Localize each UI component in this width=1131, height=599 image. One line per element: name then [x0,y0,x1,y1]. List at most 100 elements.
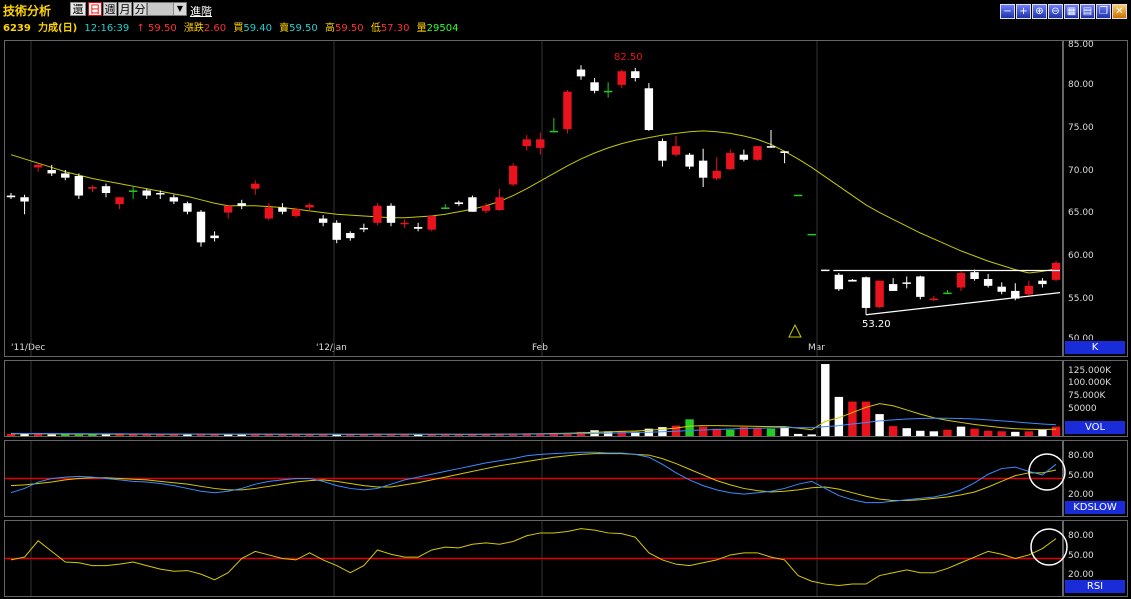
restore-icon[interactable]: ❐ [1096,4,1111,19]
chevron-down-icon[interactable]: ▼ [173,3,186,15]
kd-highlight-circle [1028,453,1066,491]
candle-body [943,292,952,295]
ask-value: 59.50 [289,23,318,34]
rsi-tick: 50.00 [1068,551,1094,561]
candle-body [698,160,708,178]
candle-body [183,203,192,212]
candle-body [970,272,979,279]
x-label-dec: '11/Dec [11,343,46,353]
volume-bar [712,428,721,436]
candle-body [590,82,599,91]
volume-bar [6,433,16,436]
candle-body [210,235,219,239]
minute-interval-select[interactable]: ▼ [147,2,187,16]
candle-body [169,197,179,202]
volume-bar [983,430,993,436]
candle-body [359,227,369,230]
candle-body [1011,290,1020,299]
high-label: 高 [324,23,335,34]
volume-bar [481,433,491,436]
candle-body [332,222,341,240]
last-price: 59.50 [148,23,177,34]
volume-bar [1038,429,1047,436]
volume-bar [970,428,979,436]
close-icon[interactable]: ✕ [1112,4,1127,19]
kd-panel-tag[interactable]: KDSLOW [1065,501,1125,514]
candle-body [685,154,694,167]
x-label-mar: Mar [808,343,825,353]
price-panel-tag[interactable]: K [1065,341,1125,354]
last-arrow-icon: ↑ [136,23,145,34]
volume-bar [454,434,464,436]
candle-body [305,204,314,208]
candle-body [386,205,396,223]
rsi-panel-tag[interactable]: RSI [1065,580,1125,593]
settings-icon[interactable]: ▤ [1080,4,1095,19]
candle-body [223,205,233,213]
volume-panel-tag[interactable]: VOL [1065,421,1125,434]
x-label-jan: '12/Jan [316,343,347,353]
period-minute-button[interactable]: 分 [133,2,147,16]
candle-body [997,286,1006,292]
price-panel[interactable] [4,40,1063,357]
volume-bar [318,434,328,436]
add-panel-icon[interactable]: + [1016,4,1031,19]
kd-k-line [10,451,1057,504]
zoom-in-icon[interactable]: ⊕ [1032,4,1047,19]
zoom-out-icon[interactable]: ⊖ [1048,4,1063,19]
candle-body [237,203,246,206]
volume-bar [495,433,504,436]
candle-body [101,186,111,193]
price-axis [1063,40,1128,357]
candle-body [20,197,29,202]
volume-bar [617,431,626,436]
candle-body [318,218,328,223]
volume-tick: 50000 [1068,404,1097,414]
x-label-feb: Feb [532,343,548,353]
volume-bar [726,429,735,436]
period-month-button[interactable]: 月 [118,2,132,16]
volume-bar [834,396,844,436]
volume-panel[interactable] [4,360,1063,437]
candle-body [413,227,423,229]
quote-time: 12:16:39 [84,23,130,34]
volume-value: 29504 [426,23,459,34]
price-tick: 80.00 [1068,80,1094,90]
change-label: 漲跌 [183,23,204,34]
candle-body [142,190,151,196]
volume-bar [359,434,369,436]
advanced-link[interactable]: 進階 [190,5,212,18]
candle-body [468,197,477,212]
volume-bar [61,434,70,436]
volume-bar [549,432,559,436]
price-tick: 70.00 [1068,166,1094,176]
volume-bar [698,426,708,436]
candle-body [631,71,640,79]
candle-body [671,146,681,155]
candle-body [780,151,789,153]
volume-bar [1011,431,1020,436]
volume-bar [929,431,939,436]
candle-body [6,195,16,198]
candle-body [644,88,654,130]
volume-bar [183,433,192,436]
kd-tick: 80.00 [1068,451,1094,461]
support-line [865,292,1061,316]
chart-toolbar: − + ⊕ ⊖ ▦ ▤ ❐ ✕ [1000,4,1127,20]
price-tick: 75.00 [1068,123,1094,133]
period-week-button[interactable]: 週 [103,2,117,16]
candle-body [454,202,464,205]
candle-body [1038,280,1047,285]
volume-bar [997,431,1006,436]
volume-bar [821,364,830,436]
grid-icon[interactable]: ▦ [1064,4,1079,19]
volume-bar [278,434,287,436]
volume-bar [563,433,572,436]
period-day-button[interactable]: 日 [88,2,102,16]
minimize-panel-icon[interactable]: − [1000,4,1015,19]
candle-body [346,233,355,239]
candle-body [291,209,301,216]
restore-adjusted-button[interactable]: 還 [70,2,86,16]
